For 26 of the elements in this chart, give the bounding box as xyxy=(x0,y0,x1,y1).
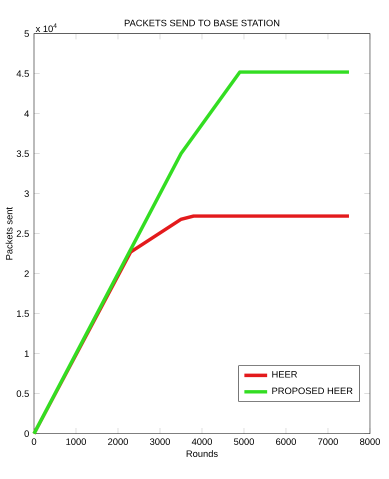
y-tick-label: 0 xyxy=(24,430,29,437)
y-tick-label: 1 xyxy=(24,350,29,357)
text: x 10$^{4}$ xyxy=(36,23,57,32)
y-tick-label: 5 xyxy=(24,30,29,37)
y-tick-label: 2.5 xyxy=(16,230,29,237)
x-tick-label: 2000 xyxy=(108,438,128,445)
x-tick-label: 8000 xyxy=(360,438,380,445)
y-tick-label: 1.5 xyxy=(17,310,29,317)
x-tick-label: 0 xyxy=(32,438,36,445)
legend-label: HEER xyxy=(272,371,298,378)
x-tick-label: 4000 xyxy=(192,438,212,445)
y-tick-label: 3 xyxy=(24,190,29,197)
y-tick-label: 3.5 xyxy=(16,150,29,157)
y-tick-label: 4 xyxy=(24,110,30,117)
x-tick-label: 5000 xyxy=(234,438,254,445)
x-tick-label: 7000 xyxy=(318,438,338,445)
x-tick-label: 3000 xyxy=(150,438,170,445)
y-tick-label: 0.5 xyxy=(16,390,29,397)
x-tick-label: 6000 xyxy=(276,438,296,445)
y-tick-label: 2 xyxy=(24,270,29,277)
x-tick-label: 1000 xyxy=(66,438,86,445)
y-tick-label: 4.5 xyxy=(16,70,29,77)
legend-label: PROPOSED HEER xyxy=(272,388,353,394)
x-axis-title: Rounds xyxy=(186,450,218,457)
y-axis-title: Packets sent xyxy=(6,207,12,260)
chart-title: PACKETS SEND TO BASE STATION xyxy=(124,20,280,26)
